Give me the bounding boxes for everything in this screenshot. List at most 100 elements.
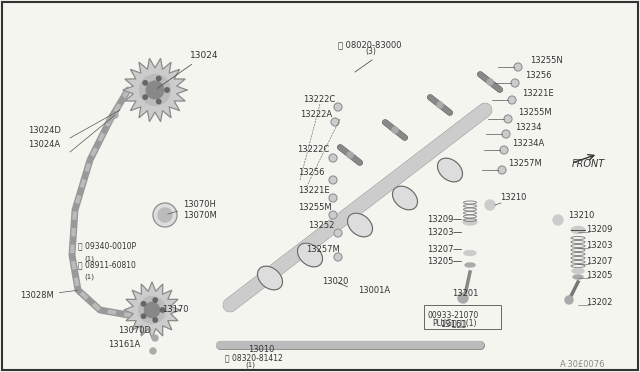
Circle shape	[502, 130, 510, 138]
Circle shape	[143, 95, 147, 99]
Circle shape	[334, 229, 342, 237]
Text: (3): (3)	[365, 47, 376, 56]
Circle shape	[112, 112, 118, 118]
Circle shape	[511, 79, 519, 87]
Circle shape	[508, 96, 516, 104]
Circle shape	[437, 102, 443, 108]
Text: 13070M: 13070M	[183, 211, 217, 220]
Text: (1): (1)	[84, 274, 94, 280]
Ellipse shape	[257, 266, 282, 290]
Text: 13209―: 13209―	[428, 215, 462, 224]
Text: 13234: 13234	[515, 123, 541, 132]
Circle shape	[153, 298, 157, 302]
Ellipse shape	[438, 158, 463, 182]
Text: 13205: 13205	[586, 271, 612, 280]
Text: 13028M: 13028M	[20, 291, 77, 300]
Text: 13207―: 13207―	[427, 245, 462, 254]
Text: 00933-21070: 00933-21070	[428, 311, 479, 320]
Circle shape	[329, 176, 337, 184]
Polygon shape	[124, 282, 180, 338]
Circle shape	[141, 314, 146, 318]
Circle shape	[329, 211, 337, 219]
Circle shape	[334, 253, 342, 261]
Ellipse shape	[348, 213, 372, 237]
Text: 13257M: 13257M	[306, 245, 340, 254]
Text: 13222A: 13222A	[300, 110, 332, 119]
Text: 13255M: 13255M	[298, 203, 332, 212]
Circle shape	[165, 88, 170, 92]
Text: 13222C: 13222C	[297, 145, 329, 154]
Text: 13070D: 13070D	[118, 326, 151, 335]
Circle shape	[157, 76, 161, 81]
Text: 13221E: 13221E	[298, 186, 330, 195]
Text: 13257M: 13257M	[508, 159, 541, 168]
Text: 13256: 13256	[298, 168, 324, 177]
Text: Ⓢ 08320-81412: Ⓢ 08320-81412	[225, 353, 283, 362]
Text: 13210: 13210	[568, 211, 595, 220]
Circle shape	[487, 79, 493, 85]
Text: 13255M: 13255M	[518, 108, 552, 117]
Text: 13221E: 13221E	[522, 89, 554, 98]
Circle shape	[485, 200, 495, 210]
Circle shape	[500, 146, 508, 154]
Circle shape	[153, 318, 157, 322]
Circle shape	[498, 166, 506, 174]
Circle shape	[514, 63, 522, 71]
Polygon shape	[123, 58, 187, 122]
Ellipse shape	[571, 227, 585, 234]
Text: (1): (1)	[245, 362, 255, 369]
Circle shape	[153, 203, 177, 227]
Circle shape	[160, 308, 164, 312]
Circle shape	[140, 75, 170, 105]
Text: 13201: 13201	[452, 289, 478, 298]
Text: Ⓑ 08020-83000: Ⓑ 08020-83000	[338, 40, 401, 49]
Ellipse shape	[298, 243, 323, 267]
Ellipse shape	[572, 269, 584, 273]
Circle shape	[392, 127, 398, 133]
Circle shape	[150, 348, 156, 354]
Text: 13001A: 13001A	[358, 286, 390, 295]
Text: 13209: 13209	[586, 225, 612, 234]
Text: 13161A: 13161A	[108, 340, 140, 349]
Text: 13020: 13020	[322, 277, 348, 287]
Circle shape	[347, 152, 353, 158]
Text: 13024: 13024	[157, 51, 218, 89]
Circle shape	[143, 81, 147, 85]
Text: PLUGプラグ(1): PLUGプラグ(1)	[432, 318, 477, 327]
Ellipse shape	[392, 186, 417, 210]
Circle shape	[565, 296, 573, 304]
Circle shape	[553, 215, 563, 225]
Text: 13207: 13207	[586, 257, 612, 266]
Text: 13070H: 13070H	[168, 200, 216, 214]
Text: (1): (1)	[84, 255, 94, 262]
Circle shape	[146, 81, 164, 99]
Text: 13024D: 13024D	[28, 126, 61, 135]
Circle shape	[145, 302, 159, 318]
Text: 13255N: 13255N	[530, 56, 563, 65]
Circle shape	[334, 103, 342, 111]
Ellipse shape	[463, 219, 477, 225]
Ellipse shape	[465, 263, 475, 267]
Circle shape	[331, 118, 339, 126]
Text: 13203―: 13203―	[427, 228, 462, 237]
Circle shape	[329, 154, 337, 162]
Circle shape	[139, 297, 165, 323]
Circle shape	[158, 208, 172, 222]
Text: 13210: 13210	[500, 193, 526, 202]
Text: Ⓦ 09340-0010P: Ⓦ 09340-0010P	[78, 241, 136, 250]
Text: 13222C: 13222C	[303, 95, 335, 104]
Text: A·30£0076: A·30£0076	[560, 360, 605, 369]
Text: 13161: 13161	[440, 320, 467, 329]
Text: Ⓝ 08911-60810: Ⓝ 08911-60810	[78, 260, 136, 269]
Circle shape	[157, 99, 161, 104]
Circle shape	[458, 293, 468, 303]
Circle shape	[329, 194, 337, 202]
Text: 13256: 13256	[525, 71, 552, 80]
Ellipse shape	[573, 275, 583, 279]
Circle shape	[141, 302, 146, 306]
Text: 13234A: 13234A	[512, 139, 544, 148]
Text: FRONT: FRONT	[572, 159, 605, 169]
Ellipse shape	[464, 250, 476, 256]
Circle shape	[107, 117, 113, 123]
Circle shape	[152, 335, 158, 341]
